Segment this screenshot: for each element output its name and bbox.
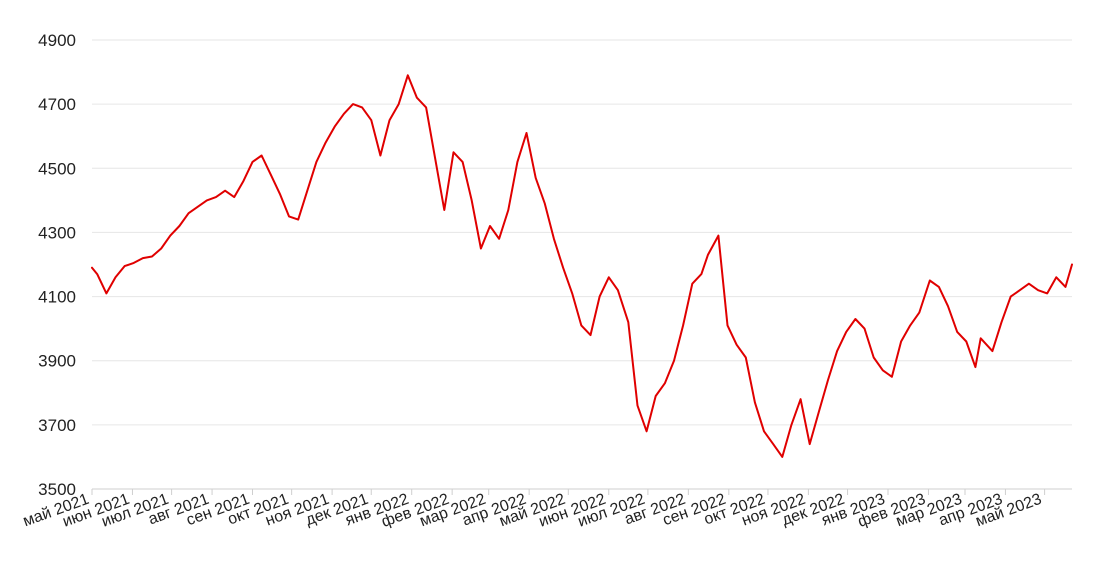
y-axis-tick-labels: 3500 3700 3900 4100 4300 4500 4700 4900 bbox=[38, 31, 76, 499]
gridlines bbox=[92, 39, 1072, 426]
series-line bbox=[91, 74, 1073, 458]
series-layer bbox=[91, 74, 1073, 458]
y-tick-label: 4100 bbox=[38, 288, 76, 307]
y-tick-label: 3700 bbox=[38, 416, 76, 435]
y-tick-label: 3500 bbox=[38, 480, 76, 499]
y-tick-label: 4300 bbox=[38, 223, 76, 242]
y-tick-label: 3900 bbox=[38, 352, 76, 371]
y-tick-label: 4500 bbox=[38, 159, 76, 178]
y-tick-label: 4900 bbox=[38, 31, 76, 50]
y-tick-label: 4700 bbox=[38, 95, 76, 114]
